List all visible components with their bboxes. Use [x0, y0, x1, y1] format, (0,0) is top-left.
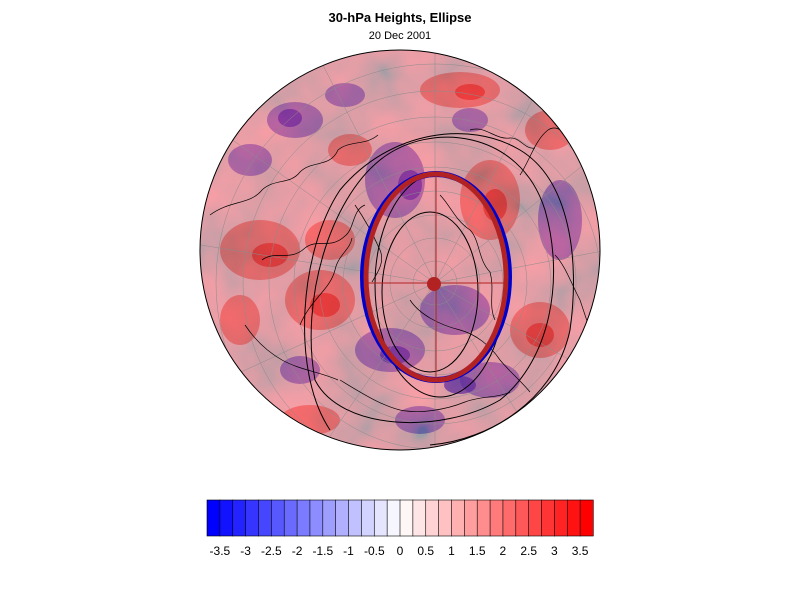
- colorbar-swatch: [219, 499, 234, 537]
- colorbar-swatch: [515, 499, 530, 537]
- colorbar-swatch: [258, 499, 272, 537]
- colorbar-swatch: [476, 499, 491, 537]
- colorbar-swatch: [489, 499, 504, 537]
- colorbar-tick-label: -2: [292, 544, 303, 558]
- colorbar-swatch: [554, 499, 568, 537]
- colorbar-tick-label: 1: [448, 544, 455, 558]
- colorbar-tick-label: 2.5: [520, 544, 537, 558]
- colorbar-swatch: [464, 499, 478, 537]
- colorbar-swatch: [399, 499, 414, 537]
- vortex-center-marker: [427, 277, 441, 291]
- colorbar-swatch: [348, 499, 362, 537]
- colorbar-tick-label: -0.5: [364, 544, 385, 558]
- colorbar-tick-label: -2.5: [261, 544, 282, 558]
- colorbar-swatch: [528, 499, 543, 537]
- colorbar-tick-label: 3: [551, 544, 558, 558]
- coastlines: [209, 127, 596, 412]
- colorbar-swatch: [322, 499, 337, 537]
- colorbar-swatch: [335, 499, 350, 537]
- colorbar-swatch: [361, 499, 375, 537]
- colorbar-tick-label: 0: [397, 544, 404, 558]
- colorbar-tick-label: 1.5: [469, 544, 486, 558]
- colorbar-swatch: [451, 499, 465, 537]
- colorbar-tick-label: 3.5: [572, 544, 589, 558]
- colorbar-swatch: [232, 499, 247, 537]
- colorbar-swatch: [206, 499, 221, 537]
- colorbar-swatch: [283, 499, 298, 537]
- colorbar-swatch: [245, 499, 260, 537]
- colorbar-swatch: [579, 499, 594, 537]
- colorbar-swatch: [502, 499, 517, 537]
- colorbar-swatch: [412, 499, 427, 537]
- colorbar-swatch: [309, 499, 324, 537]
- colorbar-tick-label: -1: [343, 544, 354, 558]
- colorbar-tick-label: -3.5: [210, 544, 231, 558]
- colorbar: -3.5 -3 -2.5 -2 -1.5 -1 -0.5 0 0.5 1 1.5 2 2.5 3 3.5: [206, 499, 594, 558]
- colorbar-swatch: [386, 499, 401, 537]
- colorbar-swatch: [296, 499, 311, 537]
- colorbar-swatch: [271, 499, 285, 537]
- colorbar-swatch: [541, 499, 556, 537]
- colorbar-swatch: [566, 499, 581, 537]
- colorbar-tick-label: 0.5: [417, 544, 434, 558]
- colorbar-swatch: [373, 499, 388, 537]
- globe-boundary: [199, 49, 601, 451]
- anomaly-field: [200, 50, 600, 450]
- colorbar-tick-label: -1.5: [312, 544, 333, 558]
- map-subtitle: 20 Dec 2001: [368, 30, 432, 42]
- colorbar-tick-label: -3: [240, 544, 251, 558]
- colorbar-tick-label: 2: [500, 544, 507, 558]
- colorbar-swatch: [438, 499, 453, 537]
- map-title: 30-hPa Heights, Ellipse: [328, 10, 472, 25]
- colorbar-swatch: [425, 499, 440, 537]
